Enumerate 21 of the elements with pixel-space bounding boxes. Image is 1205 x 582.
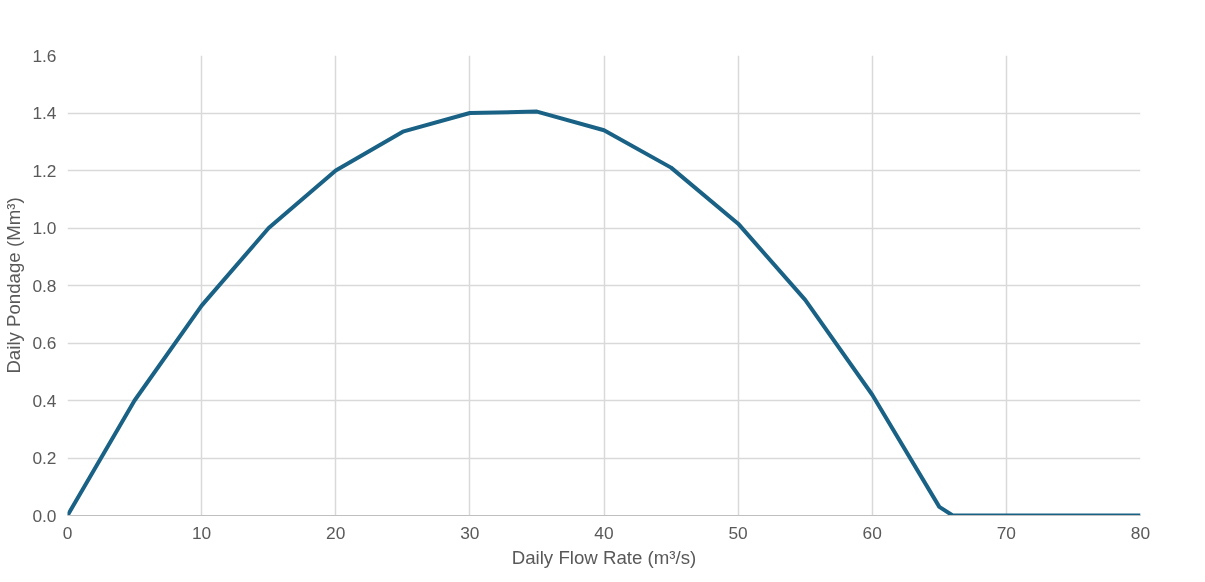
x-tick-label: 40 bbox=[594, 522, 614, 543]
x-tick-label: 10 bbox=[191, 522, 212, 543]
x-tick-label: 80 bbox=[1130, 522, 1151, 543]
x-tick-label: 20 bbox=[326, 522, 346, 543]
x-tick-label: 0 bbox=[62, 522, 73, 543]
y-tick-label: 0.8 bbox=[32, 275, 57, 296]
line-series bbox=[67, 109, 1141, 516]
x-tick-label: 60 bbox=[862, 522, 882, 543]
y-tick-label: 1.6 bbox=[32, 45, 57, 66]
x-tick-label: 50 bbox=[728, 522, 748, 543]
y-tick-label: 0.4 bbox=[32, 390, 57, 411]
x-tick-label: 70 bbox=[996, 522, 1017, 543]
y-tick-label: 1.4 bbox=[32, 103, 57, 123]
y-tick-label: 1.2 bbox=[32, 160, 57, 181]
x-tick-label: 30 bbox=[460, 522, 480, 543]
y-tick-label: 0.0 bbox=[32, 505, 57, 526]
y-axis-title: Daily Pondage (Mm³) bbox=[3, 197, 25, 374]
x-axis-title: Daily Flow Rate (m³/s) bbox=[511, 546, 697, 568]
y-tick-label: 1.0 bbox=[32, 218, 57, 238]
y-tick-label: 0.6 bbox=[32, 333, 57, 353]
y-tick-label: 0.2 bbox=[32, 448, 57, 468]
